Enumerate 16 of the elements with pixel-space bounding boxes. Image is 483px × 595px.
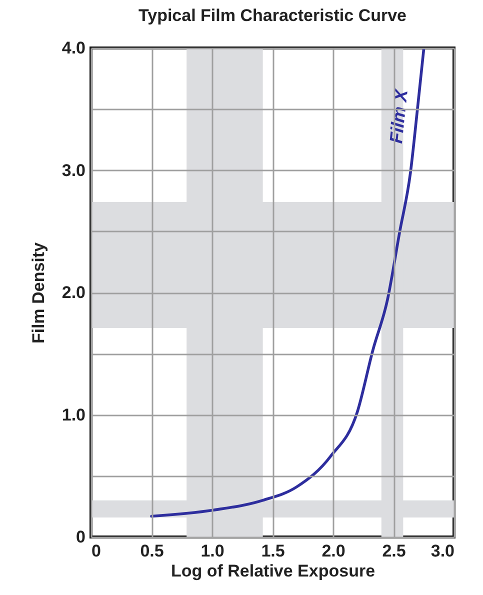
x-axis-title: Log of Relative Exposure [170, 562, 376, 580]
chart-title: Typical Film Characteristic Curve [138, 6, 407, 25]
y-tick-label: 4.0 [62, 38, 86, 58]
x-tick-label: 2.0 [322, 542, 346, 560]
x-tick-label: 0 [92, 542, 101, 560]
y-tick-label: 2.0 [62, 283, 86, 302]
y-axis-title: Film Density [28, 242, 48, 344]
x-tick-label: 0.5 [140, 542, 164, 560]
y-tick-label: 3.0 [62, 160, 86, 180]
line-series [150, 48, 426, 518]
y-tick-label: 1.0 [62, 405, 86, 424]
x-tick-label: 1.5 [261, 542, 285, 560]
x-tick-label: 3.0 [430, 542, 454, 560]
y-tick-label: 0 [76, 528, 86, 546]
x-tick-label: 1.0 [200, 542, 224, 560]
x-tick-label: 2.5 [382, 542, 406, 560]
